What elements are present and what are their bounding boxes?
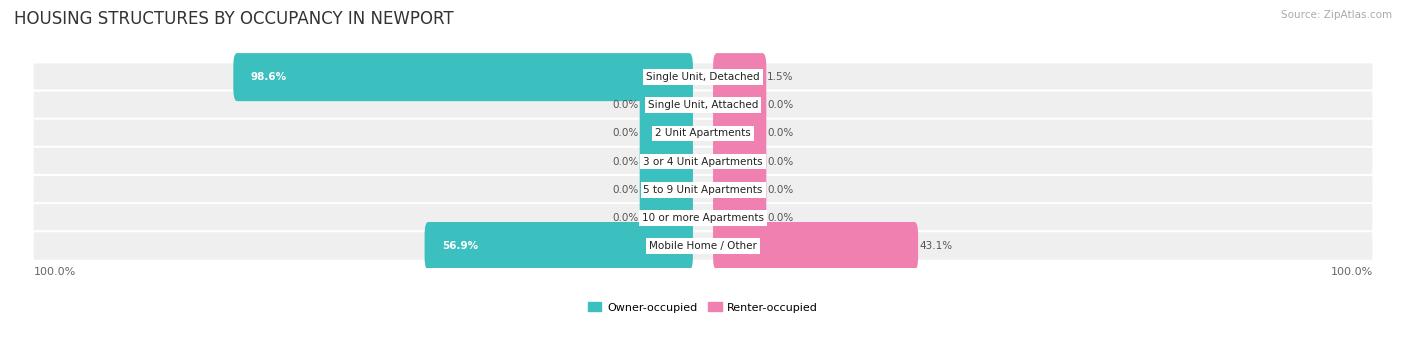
FancyBboxPatch shape [32, 119, 1374, 148]
Text: Single Unit, Detached: Single Unit, Detached [647, 72, 759, 82]
Text: 0.0%: 0.0% [613, 185, 638, 195]
Text: 56.9%: 56.9% [441, 241, 478, 251]
Text: 0.0%: 0.0% [768, 185, 793, 195]
FancyBboxPatch shape [713, 166, 766, 214]
Text: 100.0%: 100.0% [1330, 267, 1372, 277]
Text: 10 or more Apartments: 10 or more Apartments [643, 213, 763, 223]
FancyBboxPatch shape [713, 81, 766, 129]
FancyBboxPatch shape [713, 53, 766, 101]
Text: 0.0%: 0.0% [613, 157, 638, 167]
FancyBboxPatch shape [640, 166, 693, 214]
Text: 43.1%: 43.1% [920, 241, 952, 251]
FancyBboxPatch shape [32, 231, 1374, 261]
Text: Source: ZipAtlas.com: Source: ZipAtlas.com [1281, 10, 1392, 20]
Text: 0.0%: 0.0% [768, 129, 793, 139]
Text: 0.0%: 0.0% [613, 213, 638, 223]
Text: 1.5%: 1.5% [768, 72, 794, 82]
FancyBboxPatch shape [425, 222, 693, 270]
Text: Single Unit, Attached: Single Unit, Attached [648, 100, 758, 110]
Text: 98.6%: 98.6% [250, 72, 287, 82]
FancyBboxPatch shape [713, 194, 766, 242]
FancyBboxPatch shape [640, 194, 693, 242]
Text: 0.0%: 0.0% [613, 100, 638, 110]
Text: 0.0%: 0.0% [613, 129, 638, 139]
FancyBboxPatch shape [32, 203, 1374, 233]
FancyBboxPatch shape [640, 109, 693, 157]
Legend: Owner-occupied, Renter-occupied: Owner-occupied, Renter-occupied [588, 302, 818, 313]
FancyBboxPatch shape [640, 81, 693, 129]
Text: 0.0%: 0.0% [768, 157, 793, 167]
Text: 3 or 4 Unit Apartments: 3 or 4 Unit Apartments [643, 157, 763, 167]
FancyBboxPatch shape [233, 53, 693, 101]
Text: 0.0%: 0.0% [768, 213, 793, 223]
FancyBboxPatch shape [640, 137, 693, 186]
Text: 2 Unit Apartments: 2 Unit Apartments [655, 129, 751, 139]
Text: 5 to 9 Unit Apartments: 5 to 9 Unit Apartments [644, 185, 762, 195]
FancyBboxPatch shape [713, 137, 766, 186]
Text: 100.0%: 100.0% [34, 267, 76, 277]
FancyBboxPatch shape [713, 222, 918, 270]
Text: HOUSING STRUCTURES BY OCCUPANCY IN NEWPORT: HOUSING STRUCTURES BY OCCUPANCY IN NEWPO… [14, 10, 454, 28]
FancyBboxPatch shape [32, 147, 1374, 176]
Text: Mobile Home / Other: Mobile Home / Other [650, 241, 756, 251]
FancyBboxPatch shape [32, 62, 1374, 92]
Text: 0.0%: 0.0% [768, 100, 793, 110]
FancyBboxPatch shape [32, 91, 1374, 120]
FancyBboxPatch shape [713, 109, 766, 157]
FancyBboxPatch shape [32, 175, 1374, 205]
